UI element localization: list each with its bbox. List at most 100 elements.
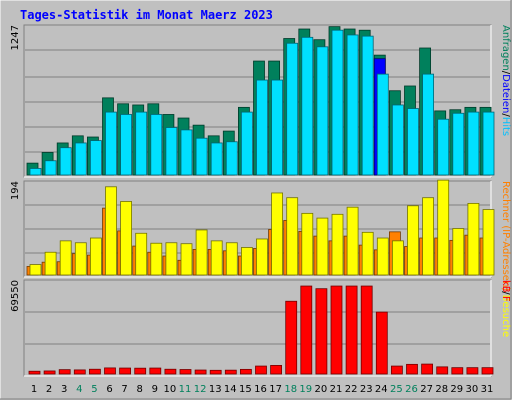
panel-top: 1247 Anfragen/Dateien/Hits	[10, 24, 511, 178]
bar	[300, 285, 313, 375]
bar	[195, 229, 208, 276]
panel-frame	[23, 279, 492, 377]
x-tick-label: 28	[435, 384, 448, 395]
bar	[452, 112, 465, 176]
series-besuche	[29, 179, 495, 276]
bar	[29, 168, 42, 176]
y-axis-max-label: 1247	[10, 25, 21, 50]
x-tick-label: 6	[106, 384, 112, 395]
bar	[482, 209, 495, 276]
x-tick-label: 5	[91, 384, 97, 395]
legend-entry: Besuche	[500, 295, 511, 338]
bar	[179, 369, 192, 375]
x-tick-label: 4	[76, 384, 82, 395]
bar	[44, 251, 57, 276]
bar	[361, 35, 374, 176]
bar	[225, 141, 238, 176]
bar	[44, 160, 57, 176]
bar	[105, 111, 117, 176]
bar	[345, 285, 358, 375]
bar	[452, 228, 465, 276]
bar	[150, 114, 163, 176]
bar	[89, 368, 101, 375]
x-tick-label: 13	[209, 384, 222, 395]
bar	[28, 370, 41, 375]
bar	[331, 29, 344, 176]
bar	[104, 367, 116, 375]
x-tick-label: 3	[61, 384, 67, 395]
x-tick-label: 22	[345, 384, 358, 395]
bar	[466, 367, 479, 375]
bar	[165, 127, 178, 176]
x-tick-label: 11	[179, 384, 192, 395]
x-tick-label: 23	[360, 384, 373, 395]
x-tick-label: 15	[239, 384, 252, 395]
x-tick-label: 7	[121, 384, 127, 395]
x-tick-label: 1	[31, 384, 37, 395]
x-tick-label: 20	[315, 384, 328, 395]
bar	[376, 237, 389, 276]
bar	[59, 147, 72, 176]
bar	[271, 192, 284, 276]
bar	[407, 108, 419, 176]
x-tick-label: 17	[269, 384, 282, 395]
bar	[74, 242, 87, 276]
x-tick-label: 18	[284, 384, 297, 395]
bar	[467, 111, 480, 176]
bar	[407, 205, 419, 276]
bar	[150, 242, 163, 276]
panel-bottom: 69550 kB F	[10, 279, 511, 377]
panel-middle: 194 Rechner (IP-Adressen)/Besuche	[10, 179, 511, 338]
bar	[120, 114, 132, 176]
bar	[240, 111, 253, 176]
x-tick-label: 21	[330, 384, 343, 395]
bar	[120, 201, 132, 276]
bar	[330, 285, 343, 375]
bar	[29, 264, 42, 276]
legend-entry: Hits	[500, 117, 511, 136]
bar	[135, 232, 148, 276]
legend-entry: Rechner (IP-Adressen)	[500, 181, 511, 291]
bar	[90, 237, 102, 276]
x-axis-day-labels: 1 2 3 4 5 6 7 8 9 10 11 12 13 14 15 16 17 18 19 20 21 22 23 24 2…	[31, 384, 494, 395]
bar	[135, 111, 148, 176]
bar	[209, 369, 222, 375]
bar	[285, 300, 298, 375]
bar	[286, 197, 299, 276]
bar	[375, 311, 388, 375]
bar	[391, 240, 404, 276]
bar	[346, 206, 359, 276]
bar	[210, 142, 223, 176]
bar	[256, 238, 268, 276]
x-tick-label: 12	[194, 384, 207, 395]
bar	[360, 285, 373, 375]
x-tick-label: 2	[46, 384, 52, 395]
bar	[164, 368, 177, 375]
bar	[180, 243, 193, 276]
legend-entry: /	[500, 113, 511, 117]
legend-entry: Anfragen	[500, 25, 511, 71]
legend: kB F	[500, 280, 511, 302]
x-tick-label: 9	[152, 384, 158, 395]
bar	[210, 240, 223, 276]
bar	[316, 46, 329, 176]
bar	[437, 118, 450, 176]
bar	[270, 365, 283, 375]
bar	[422, 73, 435, 176]
bar	[301, 212, 314, 276]
legend-entry: /	[500, 291, 511, 295]
bar	[43, 370, 56, 375]
bar	[391, 104, 404, 176]
bar	[195, 137, 208, 176]
bar	[165, 242, 178, 276]
bar	[105, 186, 117, 276]
bar	[239, 368, 252, 375]
bar	[194, 369, 207, 375]
chart-title: Tages-Statistik im Monat Maerz 2023	[20, 8, 273, 22]
bar	[59, 240, 72, 276]
bar	[149, 367, 162, 375]
bar	[316, 217, 329, 276]
series-kb-f	[28, 285, 494, 375]
x-tick-label: 25	[390, 384, 403, 395]
